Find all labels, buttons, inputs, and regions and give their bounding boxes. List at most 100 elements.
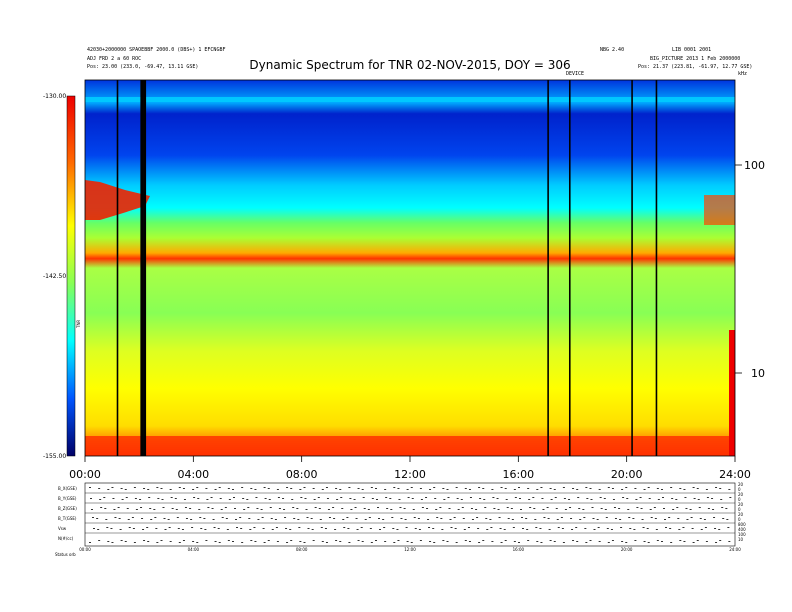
trace-dot-3-64 bbox=[547, 518, 550, 519]
trace-dot-1-36 bbox=[349, 498, 352, 499]
trace-dot-5-16 bbox=[205, 540, 208, 541]
trace-dot-5-47 bbox=[429, 541, 432, 542]
trace-dot-4-57 bbox=[499, 528, 502, 529]
trace-dot-4-5 bbox=[128, 527, 131, 528]
trace-dot-5-74 bbox=[621, 541, 624, 542]
trace-dot-5-14 bbox=[192, 541, 195, 542]
trace-dot-4-8 bbox=[146, 527, 149, 528]
trace-dot-2-31 bbox=[314, 507, 317, 508]
trace-dot-1-53 bbox=[469, 497, 472, 498]
trace-dot-5-36 bbox=[348, 542, 351, 543]
trace-dot-4-52 bbox=[463, 529, 466, 530]
trace-dot-0-61 bbox=[527, 488, 530, 489]
trace-dot-1-44 bbox=[407, 497, 410, 498]
trace-dot-2-73 bbox=[613, 507, 616, 508]
trace-dot-2-4 bbox=[117, 507, 120, 508]
trace-dot-4-20 bbox=[236, 527, 238, 528]
trace-dot-0-14 bbox=[192, 489, 195, 490]
trace-dot-1-10 bbox=[161, 499, 164, 500]
trace-dot-3-71 bbox=[596, 519, 599, 520]
trace-dot-2-13 bbox=[184, 507, 187, 508]
trace-dot-0-33 bbox=[325, 487, 328, 488]
trace-dot-2-63 bbox=[542, 509, 545, 510]
trace-dot-0-65 bbox=[553, 489, 556, 490]
trace-dot-0-67 bbox=[572, 488, 575, 489]
trace-dot-1-26 bbox=[277, 497, 280, 498]
trace-dot-0-8 bbox=[147, 489, 150, 490]
lower-panel-footer: Status orb bbox=[55, 552, 76, 557]
trace-dot-3-31 bbox=[310, 518, 313, 519]
trace-dot-3-8 bbox=[150, 519, 153, 520]
trace-dot-2-19 bbox=[224, 507, 227, 508]
trace-dot-3-83 bbox=[686, 519, 689, 520]
trace-dot-4-0 bbox=[93, 528, 95, 529]
trace-dot-2-71 bbox=[600, 508, 603, 509]
trace-dot-1-34 bbox=[336, 499, 339, 500]
trace-dot-1-72 bbox=[603, 498, 606, 499]
trace-dot-0-19 bbox=[227, 488, 230, 489]
trace-dot-1-15 bbox=[197, 498, 200, 499]
trace-dot-2-68 bbox=[578, 508, 581, 509]
trace-dot-3-16 bbox=[203, 518, 206, 519]
trace-dot-3-5 bbox=[127, 519, 130, 520]
trace-dot-4-16 bbox=[204, 529, 207, 530]
trace-dot-2-53 bbox=[470, 508, 473, 509]
trace-dot-0-84 bbox=[692, 487, 695, 488]
trace-dot-1-33 bbox=[326, 498, 329, 499]
trace-dot-3-38 bbox=[364, 519, 367, 520]
trace-dot-2-54 bbox=[475, 509, 478, 510]
lower-right-tick-10: 100 bbox=[738, 532, 746, 537]
trace-dot-5-89 bbox=[728, 541, 731, 542]
trace-dot-1-8 bbox=[148, 497, 151, 498]
lower-right-tick-3: 0 bbox=[738, 497, 741, 502]
trace-dot-2-38 bbox=[363, 508, 366, 509]
trace-dot-4-54 bbox=[477, 528, 480, 529]
trace-dot-1-59 bbox=[514, 497, 517, 498]
trace-dot-4-12 bbox=[177, 528, 180, 529]
trace-dot-5-11 bbox=[169, 541, 172, 542]
trace-dot-5-0 bbox=[89, 542, 91, 543]
trace-dot-3-7 bbox=[141, 518, 144, 519]
lower-label-2: B_Z(GSE) bbox=[58, 506, 77, 511]
trace-dot-1-76 bbox=[635, 499, 638, 500]
trace-dot-3-12 bbox=[176, 517, 179, 518]
colorbar-tick-top: -130.00 bbox=[43, 93, 66, 100]
trace-dot-1-68 bbox=[577, 497, 580, 498]
trace-dot-3-65 bbox=[556, 519, 559, 520]
lower-label-4: Vsw bbox=[58, 526, 67, 531]
trace-dot-3-37 bbox=[355, 518, 358, 519]
trace-dot-5-62 bbox=[536, 541, 539, 542]
trace-dot-2-43 bbox=[399, 507, 402, 508]
trace-dot-0-77 bbox=[643, 489, 646, 490]
trace-dot-2-67 bbox=[569, 507, 572, 508]
trace-dot-4-73 bbox=[610, 529, 613, 530]
trace-dot-4-21 bbox=[240, 528, 243, 529]
trace-dot-0-73 bbox=[611, 488, 614, 489]
trace-dot-5-53 bbox=[468, 541, 471, 542]
trace-dot-1-1 bbox=[99, 499, 102, 500]
trace-dot-4-11 bbox=[168, 527, 171, 528]
cyan-band-top bbox=[85, 97, 735, 102]
trace-dot-1-49 bbox=[443, 499, 446, 500]
trace-dot-0-23 bbox=[254, 489, 257, 490]
trace-dot-3-55 bbox=[485, 518, 488, 519]
trace-dot-1-21 bbox=[242, 498, 245, 499]
trace-dot-3-73 bbox=[614, 518, 617, 519]
trace-dot-0-39 bbox=[370, 487, 373, 488]
trace-dot-0-4 bbox=[120, 488, 123, 489]
trace-dot-3-61 bbox=[525, 518, 528, 519]
trace-dot-3-35 bbox=[342, 519, 345, 520]
trace-dot-0-41 bbox=[384, 489, 387, 490]
trace-dot-0-57 bbox=[500, 487, 503, 488]
trace-dot-1-32 bbox=[317, 497, 320, 498]
trace-dot-1-40 bbox=[376, 499, 378, 500]
trace-dot-5-19 bbox=[227, 540, 230, 541]
trace-dot-1-81 bbox=[671, 498, 674, 499]
trace-dot-3-25 bbox=[270, 518, 273, 519]
trace-dot-1-20 bbox=[233, 497, 235, 498]
trace-dot-3-67 bbox=[570, 518, 573, 519]
lower-panel-labels: B_X(GSE) B_Y(GSE) B_Z(GSE) B_T(GSE) Vsw N(#/c… bbox=[58, 486, 77, 541]
trace-dot-1-2 bbox=[103, 497, 106, 498]
trace-dot-2-70 bbox=[591, 507, 594, 508]
trace-dot-1-73 bbox=[612, 499, 615, 500]
